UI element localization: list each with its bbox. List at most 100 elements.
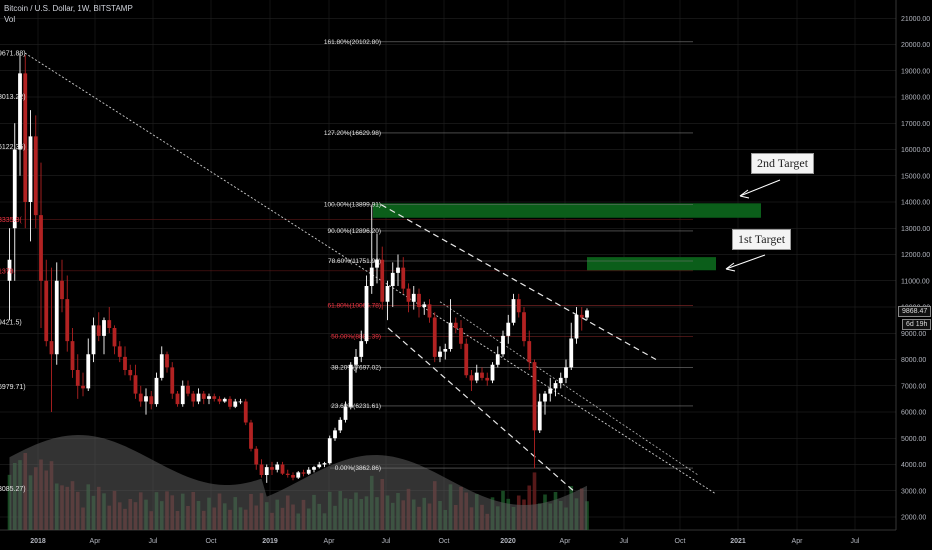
candle-body: [495, 354, 500, 365]
second-target-label: 2nd Target: [751, 153, 815, 174]
candle-body: [375, 259, 379, 268]
x-tick-label: 2018: [30, 538, 46, 545]
left-price-label: 3335.8(: [0, 217, 22, 224]
candle-body: [516, 299, 521, 313]
candle-body: [159, 354, 164, 378]
candle-body: [238, 401, 243, 403]
candle-body: [511, 299, 516, 323]
candle-body: [75, 370, 80, 386]
first-target-zone: [587, 257, 716, 271]
candle-body: [217, 398, 222, 402]
candle-body: [96, 325, 101, 336]
x-tick-label: Jul: [851, 538, 860, 545]
candle-body: [285, 473, 290, 475]
candle-body: [327, 438, 332, 464]
first-target-arrowhead: [725, 262, 736, 272]
fib-level-label: 61.80%(10065.78): [328, 302, 382, 309]
candle-body: [354, 356, 358, 365]
candle-body: [411, 293, 416, 302]
candle-body: [201, 393, 206, 399]
left-price-label: 6122.35): [0, 144, 26, 151]
candle-body: [170, 367, 175, 394]
candle-body: [7, 259, 12, 281]
candle-body: [464, 343, 469, 376]
candle-body: [569, 338, 574, 368]
candle-body: [144, 396, 148, 402]
candle-body: [322, 463, 327, 465]
y-tick-label: 9000.00: [901, 331, 926, 338]
candle-body: [469, 375, 474, 381]
candle-body: [33, 136, 38, 216]
candle-body: [443, 349, 448, 352]
candle-body: [264, 467, 269, 475]
y-tick-label: 3000.00: [901, 488, 926, 495]
candle-body: [243, 401, 248, 423]
candle-body: [60, 280, 64, 300]
candle-body: [191, 393, 196, 402]
candle-body: [338, 419, 343, 431]
y-tick-label: 16000.00: [901, 147, 930, 154]
candle-body: [91, 325, 96, 355]
first-target-label: 1st Target: [732, 229, 792, 250]
candle-body: [12, 149, 17, 229]
x-tick-label: Apr: [560, 538, 572, 545]
countdown-tag: 6d 19h: [902, 319, 932, 330]
last-price-tag: 9868.47: [898, 306, 932, 317]
y-tick-label: 8000.00: [901, 357, 926, 364]
volume-label[interactable]: Vol: [4, 15, 16, 24]
candle-body: [154, 377, 159, 405]
candle-body: [401, 267, 406, 289]
left-price-label: 3085.27): [0, 486, 26, 493]
x-tick-label: Apr: [792, 538, 804, 545]
candle-body: [527, 341, 532, 363]
candle-body: [165, 354, 169, 368]
fib-level-label: 50.00%(8881.39): [331, 333, 381, 340]
candle-body: [364, 286, 369, 342]
y-tick-label: 7000.00: [901, 383, 926, 390]
fib-level-label: 78.60%(11751.98): [328, 258, 381, 265]
candle-body: [343, 406, 348, 420]
candle-body: [291, 475, 295, 478]
candle-body: [270, 467, 274, 470]
candle-body: [117, 346, 122, 357]
candle-body: [49, 341, 54, 355]
channel-lower-line: [387, 327, 576, 493]
candle-body: [196, 393, 201, 402]
left-price-label: 6979.71): [0, 384, 26, 391]
x-tick-label: 2021: [730, 538, 746, 545]
candle-body: [275, 464, 280, 470]
candle-body: [448, 322, 453, 349]
candle-body: [532, 362, 537, 431]
y-tick-label: 20000.00: [901, 42, 930, 49]
candle-body: [128, 370, 133, 376]
fib-level-label: 90.00%(12896.20): [328, 228, 382, 235]
x-tick-label: 2019: [262, 538, 278, 545]
left-price-label: 8013.22): [0, 94, 26, 101]
fib-level-label: 127.20%(16629.98): [324, 130, 381, 137]
fib-level-label: 0.00%(3862.86): [335, 465, 381, 472]
candle-body: [459, 328, 463, 344]
symbol-title[interactable]: Bitcoin / U.S. Dollar, 1W, BITSTAMP: [4, 4, 133, 13]
time-axis[interactable]: 2018 Apr Jul Oct 2019 Apr Jul Oct 2020 Apr Jul Oct 2…: [30, 538, 860, 545]
volume-bars: [7, 435, 589, 530]
y-tick-label: 6000.00: [901, 410, 926, 417]
x-tick-label: Oct: [439, 538, 450, 545]
candle-body: [558, 377, 563, 384]
candle-body: [86, 354, 91, 389]
y-tick-label: 4000.00: [901, 462, 926, 469]
volume-moving-average-area: [9, 435, 587, 530]
candle-body: [380, 259, 385, 302]
candle-body: [222, 398, 227, 402]
candle-body: [333, 430, 337, 439]
volume-bar: [532, 472, 537, 530]
x-tick-label: Apr: [324, 538, 336, 545]
candle-body: [233, 401, 238, 407]
candle-body: [501, 335, 505, 355]
candle-body: [102, 320, 106, 336]
second-target-zone: [373, 203, 761, 218]
x-tick-label: 2020: [500, 538, 516, 545]
y-tick-label: 5000.00: [901, 436, 926, 443]
fib-level-label: 100.00%(13899.91): [324, 202, 381, 209]
candle-body: [453, 322, 458, 328]
